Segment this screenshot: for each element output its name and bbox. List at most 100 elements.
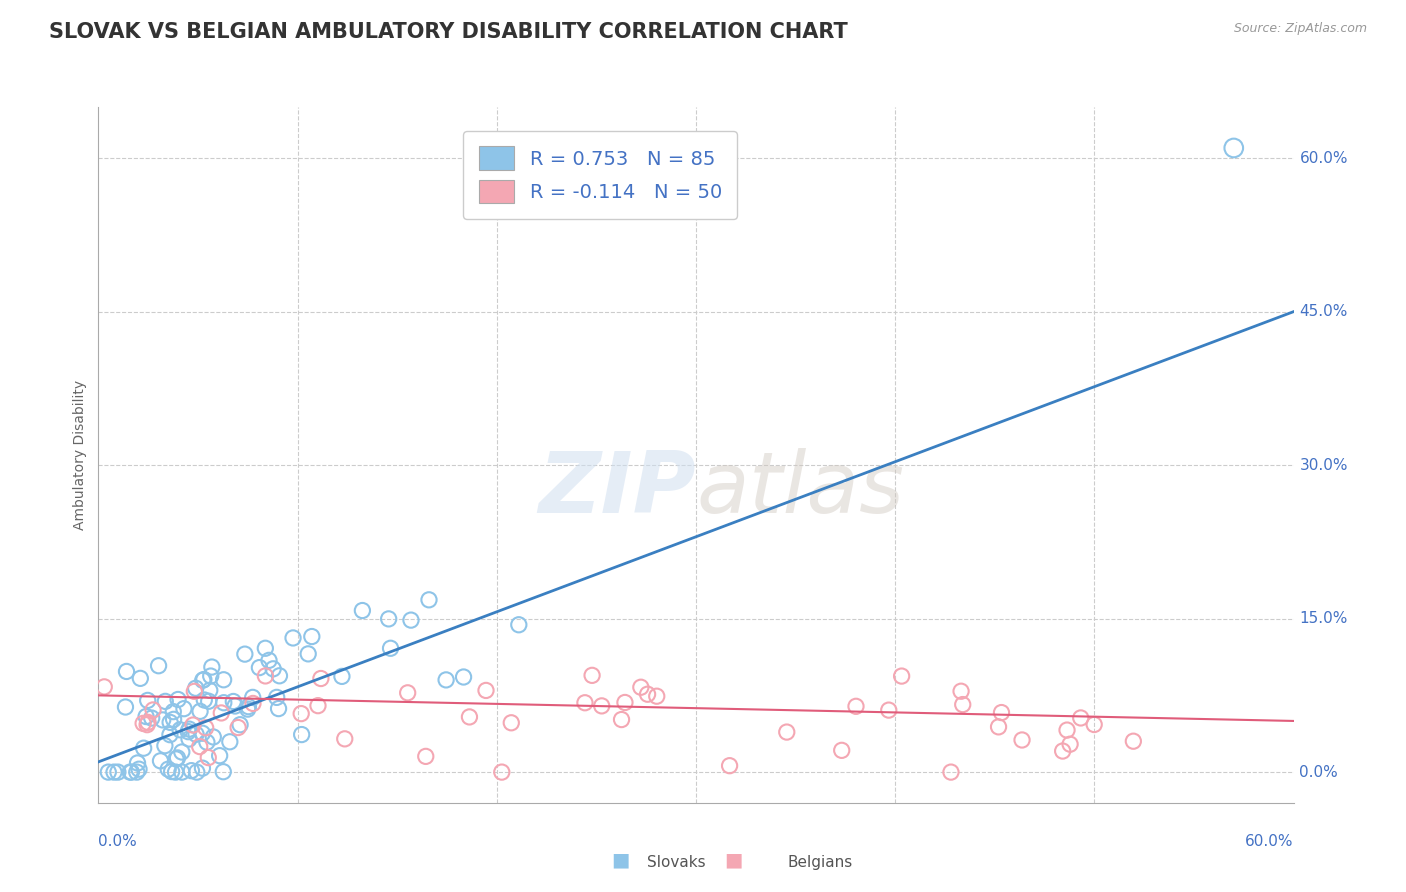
Point (242, 697, 264, 711)
Point (181, 718, 204, 732)
Point (399, 613, 422, 627)
Point (581, 668, 603, 682)
Point (200, 669, 222, 683)
Text: 0.0%: 0.0% (1299, 764, 1339, 780)
Point (491, 765, 513, 780)
Text: Source: ZipAtlas.com: Source: ZipAtlas.com (1233, 22, 1367, 36)
Point (613, 696, 636, 710)
Point (396, 686, 419, 700)
Point (157, 762, 180, 776)
Point (173, 701, 195, 715)
Point (987, 720, 1010, 734)
Point (307, 698, 329, 713)
Point (136, 715, 159, 730)
Point (155, 694, 177, 708)
Text: ZIP: ZIP (538, 448, 696, 532)
Point (149, 754, 172, 768)
Point (132, 716, 155, 731)
Point (610, 713, 633, 727)
Point (153, 739, 176, 753)
Point (1052, 744, 1074, 758)
Point (107, 765, 129, 780)
Point (990, 706, 1012, 720)
Point (202, 730, 225, 744)
Point (297, 647, 319, 661)
Point (194, 721, 217, 735)
Point (1223, 141, 1246, 155)
Point (165, 752, 187, 766)
Point (939, 765, 962, 780)
Point (177, 724, 200, 739)
Point (952, 698, 974, 712)
Point (201, 660, 224, 674)
Point (1059, 737, 1081, 751)
Point (281, 631, 304, 645)
Point (574, 696, 596, 710)
Text: 45.0%: 45.0% (1299, 304, 1348, 319)
Text: Belgians: Belgians (787, 855, 852, 870)
Point (180, 764, 202, 778)
Point (142, 703, 165, 717)
Point (136, 693, 159, 707)
Text: 0.0%: 0.0% (98, 834, 138, 849)
Point (257, 653, 280, 667)
Point (212, 696, 235, 710)
Text: 15.0%: 15.0% (1299, 611, 1348, 626)
Point (118, 765, 141, 780)
Point (197, 694, 219, 708)
Text: 60.0%: 60.0% (1299, 151, 1348, 166)
Text: 30.0%: 30.0% (1299, 458, 1348, 473)
Point (159, 728, 181, 742)
Point (167, 692, 190, 706)
Point (166, 751, 188, 765)
Point (434, 673, 457, 687)
Point (103, 765, 125, 780)
Point (191, 726, 214, 740)
Point (222, 694, 245, 708)
Point (229, 717, 252, 731)
Point (177, 731, 200, 746)
Point (418, 592, 440, 607)
Point (776, 725, 799, 739)
Point (212, 673, 235, 687)
Point (170, 765, 193, 780)
Text: SLOVAK VS BELGIAN AMBULATORY DISABILITY CORRELATION CHART: SLOVAK VS BELGIAN AMBULATORY DISABILITY … (49, 22, 848, 42)
Point (152, 713, 174, 727)
Point (188, 739, 211, 754)
Point (1083, 717, 1105, 731)
Point (333, 731, 356, 746)
Point (290, 706, 312, 721)
Point (115, 665, 138, 679)
Point (188, 704, 211, 718)
Point (114, 700, 136, 714)
Point (208, 748, 231, 763)
Point (508, 617, 530, 632)
Point (186, 765, 208, 780)
Point (377, 612, 399, 626)
Point (224, 698, 246, 713)
Point (352, 603, 374, 617)
Text: 60.0%: 60.0% (1246, 834, 1294, 849)
Point (254, 641, 277, 656)
Text: ■: ■ (724, 851, 742, 870)
Point (128, 762, 150, 776)
Point (291, 728, 314, 742)
Point (169, 723, 191, 737)
Point (191, 761, 214, 775)
Point (184, 727, 207, 741)
Point (266, 690, 288, 705)
Point (212, 764, 235, 779)
Point (233, 647, 256, 661)
Point (97, 765, 120, 780)
Point (269, 669, 291, 683)
Point (197, 750, 219, 764)
Point (262, 662, 284, 676)
Point (380, 641, 402, 656)
Point (183, 684, 205, 698)
Point (475, 683, 498, 698)
Text: atlas: atlas (696, 448, 904, 532)
Point (845, 699, 868, 714)
Point (309, 672, 332, 686)
Point (950, 684, 973, 698)
Point (141, 711, 163, 725)
